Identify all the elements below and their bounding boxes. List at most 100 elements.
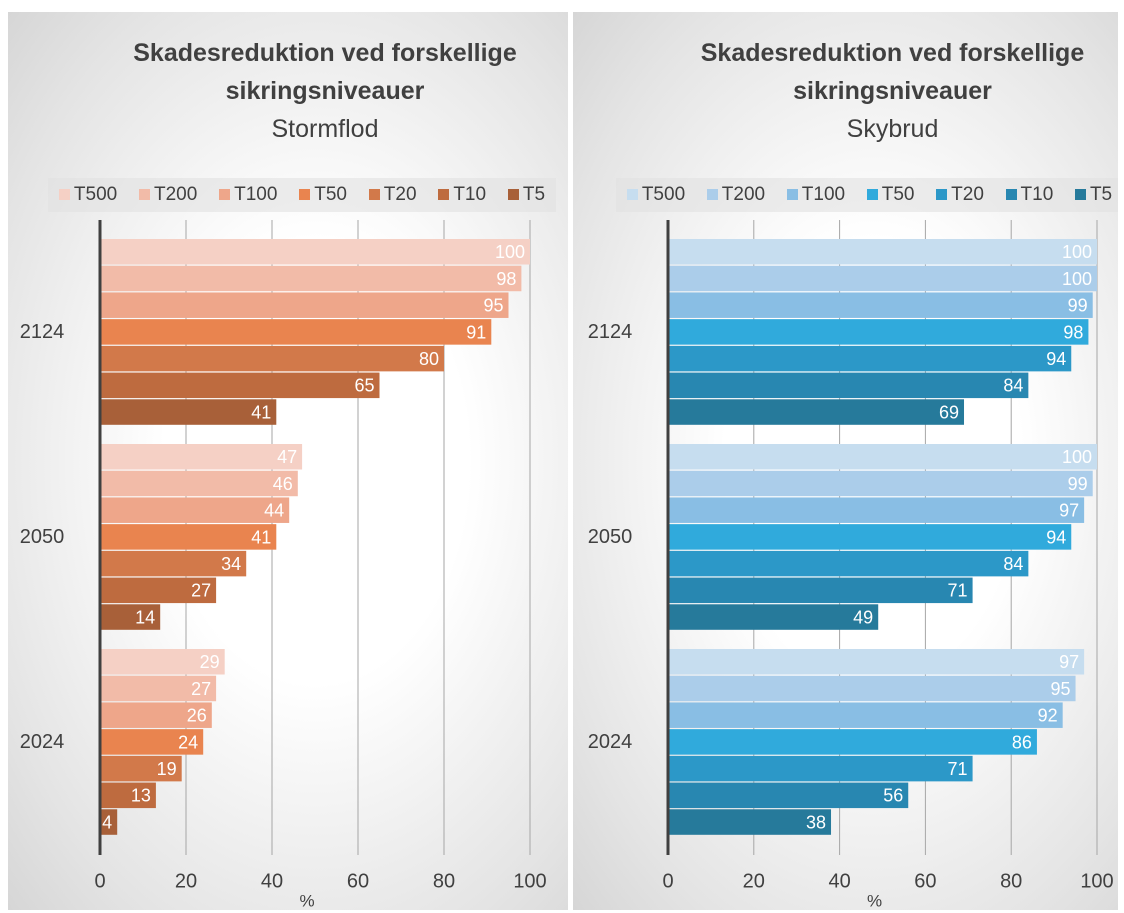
value-label: 56 <box>883 786 903 806</box>
chart: 0 20 40 60 80 100% 2124 100 98 95 91 80 65 41 2050 47 46… <box>20 220 547 910</box>
value-label: 100 <box>1062 269 1092 289</box>
bar <box>668 470 1093 497</box>
x-tick-label: 80 <box>433 870 455 892</box>
legend-label: T200 <box>154 184 198 205</box>
value-label: 98 <box>496 269 516 289</box>
legend-swatch <box>368 189 380 200</box>
legend-swatch <box>626 189 638 200</box>
legend-label: T200 <box>721 184 766 205</box>
bar <box>100 444 303 470</box>
chart-title: Skadesreduktion ved forskellige sikrings… <box>700 39 1085 105</box>
legend-swatch <box>58 189 70 200</box>
value-label: 14 <box>135 607 155 627</box>
x-tick-label: 100 <box>1080 870 1113 892</box>
legend-item: T200 <box>706 184 766 206</box>
bar <box>100 292 509 318</box>
chart-title: Skadesreduktion ved forskellige sikrings… <box>133 39 517 105</box>
bar <box>100 809 118 835</box>
legend-label: T20 <box>383 184 417 205</box>
chart-panel: Skadesreduktion ved forskellige sikrings… <box>573 12 1118 910</box>
value-label: 71 <box>948 759 968 779</box>
bar <box>100 239 530 265</box>
bar <box>668 675 1076 702</box>
value-label: 100 <box>495 242 525 262</box>
value-label: 71 <box>948 581 968 601</box>
bar <box>668 809 832 835</box>
chart-panel: Skadesreduktion ved forskellige sikrings… <box>8 12 568 910</box>
value-label: 95 <box>1051 679 1071 699</box>
bar <box>100 755 182 782</box>
value-label: 91 <box>466 322 486 342</box>
chart-subtitle: Stormflod <box>271 115 379 143</box>
legend-label: T10 <box>1020 184 1054 205</box>
legend-swatch <box>786 189 798 200</box>
x-axis-label: % <box>867 891 882 910</box>
bar <box>100 577 217 604</box>
bar <box>668 577 973 604</box>
legend-label: T10 <box>453 184 487 205</box>
legend-item: T500 <box>626 184 686 206</box>
legend-item: T20 <box>368 184 417 206</box>
value-label: 94 <box>1046 349 1066 369</box>
value-label: 84 <box>1003 376 1023 396</box>
bar <box>668 444 1097 470</box>
legend-label: T50 <box>314 184 347 205</box>
value-label: 84 <box>1003 554 1023 574</box>
legend: T500 T200 T100 T50 T20 T10 T5 <box>616 178 1118 212</box>
title-block: Skadesreduktion ved forskellige sikrings… <box>628 34 1118 148</box>
bar <box>100 497 290 523</box>
value-label: 49 <box>853 607 873 627</box>
y-tick-label: 2024 <box>20 731 65 753</box>
value-label: 97 <box>1059 501 1079 521</box>
legend: T500 T200 T100 T50 T20 T10 T5 <box>48 178 556 212</box>
legend-label: T100 <box>801 184 846 205</box>
x-tick-label: 80 <box>1000 870 1022 892</box>
title-block: Skadesreduktion ved forskellige sikrings… <box>60 34 568 148</box>
x-tick-label: 20 <box>743 870 765 892</box>
bar <box>668 755 973 782</box>
value-label: 94 <box>1046 527 1066 547</box>
bar <box>668 497 1085 523</box>
value-label: 26 <box>187 706 207 726</box>
value-label: 27 <box>191 679 211 699</box>
legend-swatch <box>866 189 878 200</box>
value-label: 99 <box>1068 474 1088 494</box>
value-label: 38 <box>806 812 826 832</box>
y-tick-label: 2124 <box>20 321 65 343</box>
bar <box>668 649 1085 675</box>
value-label: 92 <box>1038 706 1058 726</box>
value-label: 34 <box>221 554 241 574</box>
value-label: 41 <box>251 402 271 422</box>
value-label: 24 <box>178 732 198 752</box>
legend-item: T20 <box>936 184 984 206</box>
legend-item: T100 <box>786 184 846 206</box>
bar <box>668 782 909 809</box>
bar <box>668 604 879 630</box>
legend-label: T5 <box>1089 184 1113 205</box>
bar <box>100 524 277 550</box>
legend-swatch <box>706 189 718 200</box>
value-label: 86 <box>1012 732 1032 752</box>
bar <box>100 399 277 425</box>
x-tick-label: 100 <box>513 870 546 892</box>
value-label: 4 <box>102 812 112 832</box>
bar <box>100 675 217 702</box>
bar <box>100 345 444 372</box>
legend-label: T500 <box>641 184 686 205</box>
legend-label: T500 <box>73 184 118 205</box>
bar <box>668 319 1089 345</box>
bar <box>100 702 212 728</box>
value-label: 98 <box>1063 322 1083 342</box>
legend-item: T10 <box>438 184 486 206</box>
value-label: 100 <box>1062 242 1092 262</box>
x-tick-label: 0 <box>94 870 105 892</box>
legend-item: T50 <box>299 184 347 206</box>
x-tick-label: 60 <box>347 870 369 892</box>
legend-item: T5 <box>507 184 545 206</box>
value-label: 95 <box>483 296 503 316</box>
legend-item: T100 <box>219 184 277 206</box>
bar <box>668 550 1029 577</box>
value-label: 19 <box>157 759 177 779</box>
x-axis-label: % <box>299 891 314 910</box>
legend-swatch <box>219 189 231 200</box>
